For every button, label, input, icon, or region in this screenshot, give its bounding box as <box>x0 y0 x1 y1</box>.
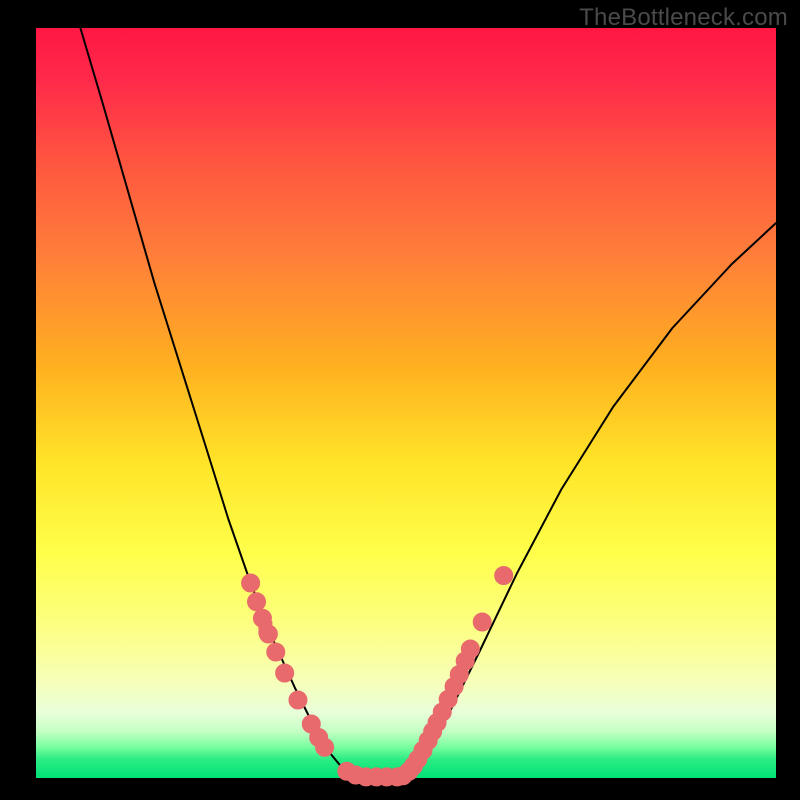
watermark-text: TheBottleneck.com <box>579 4 788 32</box>
marker-group <box>242 567 513 786</box>
data-point-marker <box>316 738 334 756</box>
data-point-marker <box>242 574 260 592</box>
chart-frame: TheBottleneck.com <box>0 0 800 800</box>
data-point-marker <box>289 691 307 709</box>
v-curve-path <box>80 28 776 777</box>
data-point-marker <box>267 643 285 661</box>
data-point-marker <box>495 567 513 585</box>
bottleneck-curve <box>80 28 776 777</box>
data-point-marker <box>276 664 294 682</box>
curve-layer <box>36 28 776 778</box>
plot-area <box>36 28 776 778</box>
data-point-marker <box>473 613 491 631</box>
data-point-marker <box>461 640 479 658</box>
data-point-marker <box>248 593 266 611</box>
square-marker <box>258 621 272 635</box>
